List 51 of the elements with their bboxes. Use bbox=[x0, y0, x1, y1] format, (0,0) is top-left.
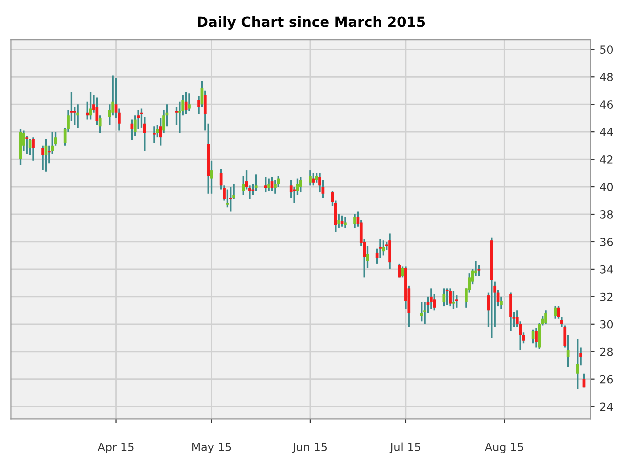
candlestick bbox=[442, 288, 446, 308]
candlestick bbox=[188, 92, 191, 112]
x-tick-label: Jun 15 bbox=[292, 443, 328, 454]
y-tick-label: 28 bbox=[600, 348, 614, 356]
candlestick bbox=[299, 176, 302, 194]
y-tick-label: 30 bbox=[600, 320, 614, 329]
candlestick bbox=[430, 288, 433, 310]
y-tick-label: 44 bbox=[600, 128, 614, 136]
chart-title: Daily Chart since March 2015 bbox=[198, 16, 426, 30]
candlestick bbox=[309, 170, 312, 186]
y-tick-label: 46 bbox=[600, 100, 614, 109]
candlestick bbox=[455, 294, 458, 309]
candlestick bbox=[388, 232, 392, 270]
candlestick bbox=[446, 288, 449, 306]
candlestick bbox=[510, 292, 512, 332]
y-tick-label: 26 bbox=[600, 375, 614, 384]
candlestick bbox=[226, 188, 230, 208]
y-tick-label: 50 bbox=[600, 46, 614, 54]
y-tick-label: 24 bbox=[600, 402, 614, 412]
x-tick-label: Apr 15 bbox=[98, 443, 134, 454]
x-tick-label: Jul 15 bbox=[390, 442, 421, 454]
candlestick bbox=[274, 179, 277, 195]
y-tick-label: 48 bbox=[600, 73, 614, 82]
candlestick bbox=[312, 172, 316, 186]
y-tick-label: 32 bbox=[600, 292, 613, 302]
x-tick-label: Aug 15 bbox=[485, 443, 524, 454]
candlestick bbox=[268, 178, 271, 192]
candlestick bbox=[254, 174, 258, 192]
candlestick bbox=[32, 136, 35, 162]
candlestick bbox=[344, 216, 347, 230]
candlestick bbox=[576, 338, 580, 390]
candlestick bbox=[452, 290, 456, 310]
candlestick bbox=[535, 328, 538, 349]
candlestick bbox=[554, 306, 558, 320]
y-tick-label: 34 bbox=[600, 265, 614, 274]
y-tick-label: 38 bbox=[600, 210, 614, 219]
candlestick bbox=[76, 104, 80, 129]
y-tick-label: 36 bbox=[600, 238, 614, 246]
candlestick bbox=[449, 288, 452, 308]
candlestick bbox=[420, 302, 424, 322]
candlestick bbox=[544, 310, 548, 326]
candlestick bbox=[398, 263, 402, 279]
candlestick bbox=[153, 126, 156, 144]
y-tick-label: 40 bbox=[600, 183, 614, 192]
candlestick bbox=[382, 240, 386, 257]
candlestick bbox=[354, 214, 356, 230]
candlestick bbox=[478, 264, 481, 278]
x-tick-label: May 15 bbox=[192, 443, 232, 454]
candlestick bbox=[229, 186, 232, 213]
candlestick bbox=[264, 176, 268, 194]
y-tick-label: 42 bbox=[600, 156, 613, 164]
